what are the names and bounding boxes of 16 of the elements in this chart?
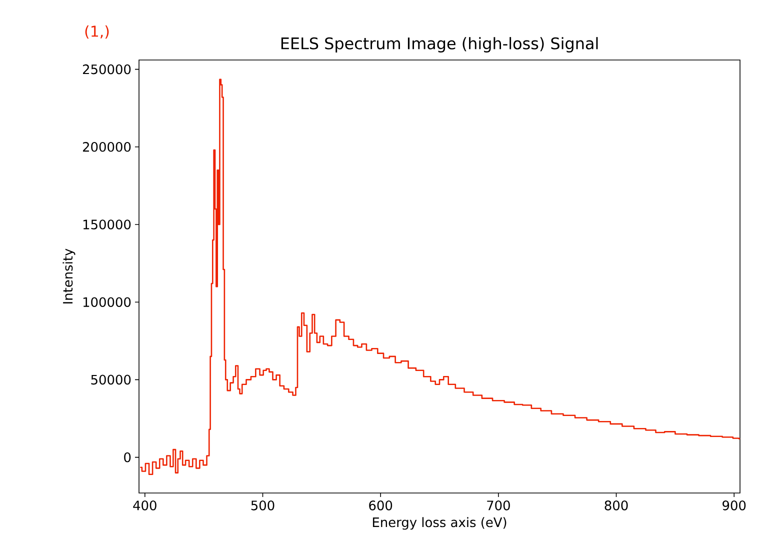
x-tick-label: 700 (487, 500, 510, 510)
x-tick-label: 500 (251, 500, 274, 510)
y-axis-title: Intensity (62, 248, 76, 304)
y-tick-label: 200000 (82, 142, 131, 152)
y-tick-label: 250000 (82, 64, 131, 74)
x-axis-title: Energy loss axis (eV) (372, 517, 506, 530)
y-tick-label: 150000 (83, 220, 131, 230)
x-tick-label: 400 (133, 500, 156, 510)
x-tick-label: 900 (722, 500, 746, 510)
y-tick-label: 50000 (91, 374, 131, 385)
x-tick-label: 600 (369, 500, 392, 510)
x-tick-label: 800 (604, 500, 628, 510)
chart-title: EELS Spectrum Image (high-loss) Signal (281, 37, 598, 52)
y-tick-label: 0 (124, 452, 131, 462)
text: (1,) (85, 25, 109, 39)
y-tick-label: 100000 (83, 297, 131, 308)
